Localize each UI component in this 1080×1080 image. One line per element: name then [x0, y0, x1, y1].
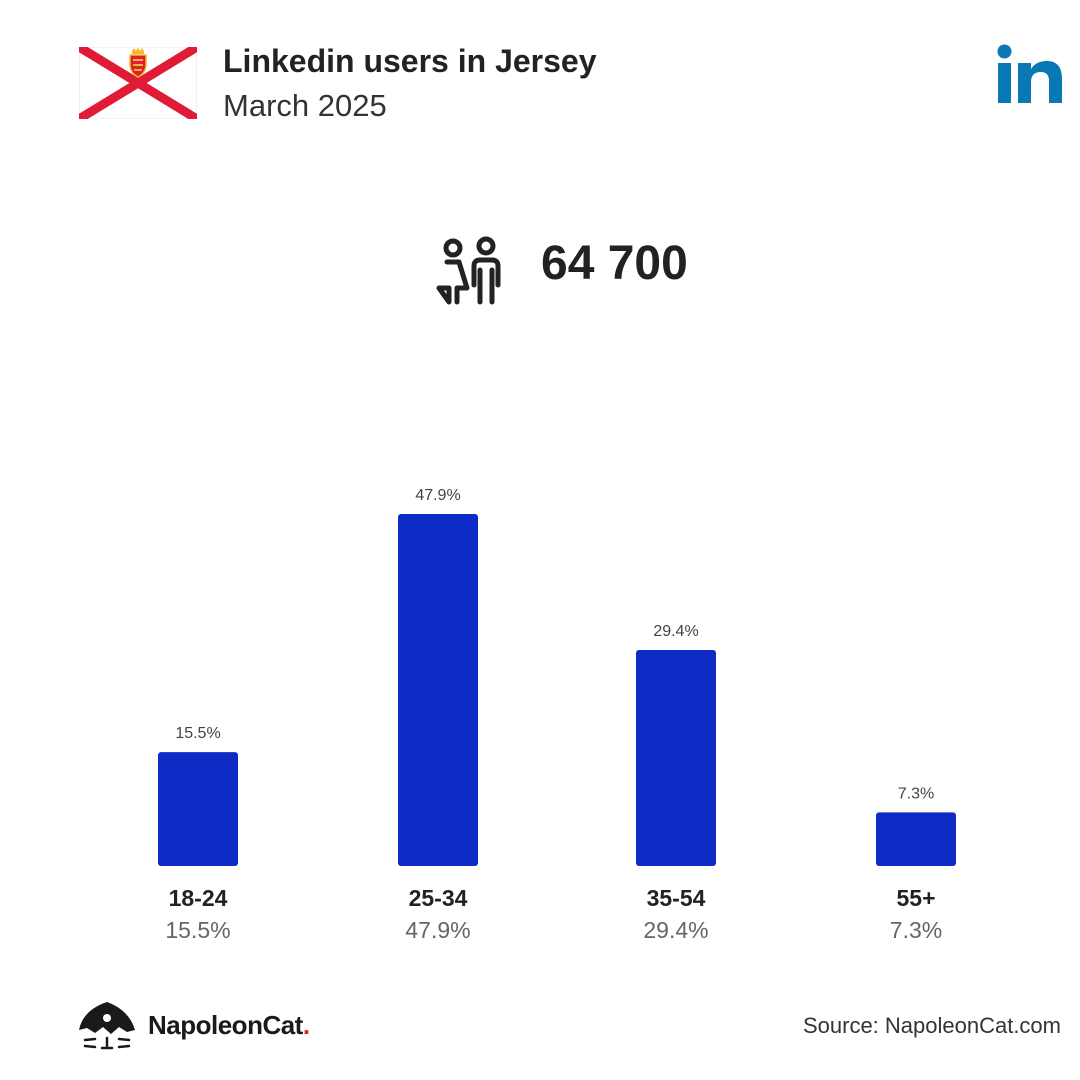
- category-value-18-24: 15.5%: [165, 917, 230, 943]
- brand-name: NapoleonCat.: [148, 1010, 310, 1041]
- bar-18-24: [158, 752, 238, 866]
- category-value-25-34: 47.9%: [405, 917, 470, 943]
- category-label-35-54: 35-54: [647, 885, 706, 911]
- source-credit: Source: NapoleonCat.com: [802, 1013, 1061, 1038]
- linkedin-logo-icon: [997, 44, 1062, 103]
- users-icon: [436, 236, 501, 305]
- brand-dot: .: [302, 1010, 310, 1040]
- category-label-18-24: 18-24: [169, 885, 228, 911]
- data-label-25-34: 47.9%: [415, 487, 460, 504]
- page-subtitle: March 2025: [223, 88, 387, 123]
- bar-25-34: [398, 514, 478, 866]
- category-value-35-54: 29.4%: [643, 917, 708, 943]
- total-users-value: 64 700: [541, 237, 688, 290]
- bar-55: [876, 812, 956, 866]
- data-label-35-54: 29.4%: [653, 623, 698, 640]
- category-value-55: 7.3%: [890, 917, 942, 943]
- brand-name-text: NapoleonCat: [148, 1010, 303, 1040]
- data-label-18-24: 15.5%: [175, 725, 220, 742]
- napoleoncat-logo-icon: [79, 1002, 135, 1050]
- data-label-55: 7.3%: [898, 785, 934, 802]
- category-label-25-34: 25-34: [409, 885, 468, 911]
- jersey-flag-icon: [79, 47, 197, 119]
- bar-35-54: [636, 649, 716, 866]
- category-label-55: 55+: [896, 885, 935, 911]
- page-title: Linkedin users in Jersey: [223, 43, 597, 79]
